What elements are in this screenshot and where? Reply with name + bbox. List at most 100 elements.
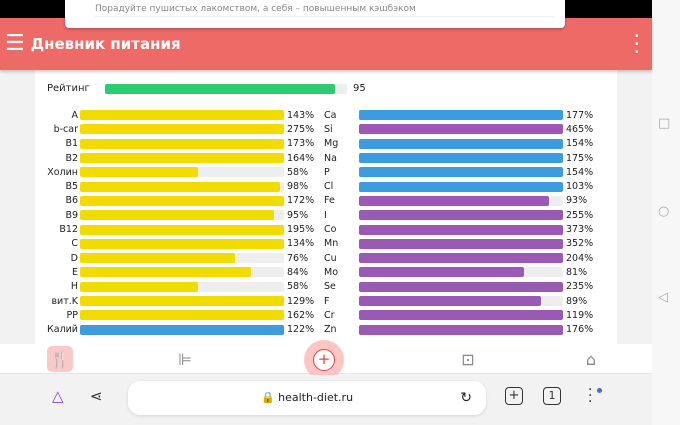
nutrient-percent: 162% — [287, 309, 315, 321]
nutrient-name: Cl — [324, 181, 334, 193]
nutrient-bar — [359, 138, 563, 149]
nutrient-name: Si — [324, 123, 333, 135]
nutrient-percent: 103% — [566, 181, 594, 193]
nutrient-percent: 164% — [287, 152, 315, 164]
nutrient-percent: 176% — [566, 324, 594, 336]
nutrient-name: Fe — [324, 195, 335, 207]
nutrient-name: B12 — [59, 224, 78, 236]
nutrient-row: Cu 204% — [316, 251, 593, 265]
workout-icon[interactable]: ⊫ — [178, 349, 192, 369]
nutrient-row: A 143% — [35, 108, 315, 122]
alice-icon[interactable]: △ — [52, 387, 64, 405]
nutrient-row: Mn 352% — [316, 237, 593, 251]
nutrient-row: B1 173% — [35, 137, 314, 151]
hamburger-icon[interactable]: ☰ — [5, 31, 25, 56]
tabs-count[interactable]: 1 — [543, 387, 561, 405]
nutrient-bar — [80, 310, 284, 321]
nutrient-track — [80, 267, 284, 278]
rating-fill — [105, 83, 335, 94]
nutrient-name: b-car — [53, 123, 78, 135]
system-nav-bar: □ ○ ◁ — [652, 0, 680, 425]
nutrient-name: Калий — [47, 324, 78, 336]
nutrient-track — [80, 195, 284, 206]
home-icon[interactable]: ⌂ — [585, 349, 597, 369]
nutrient-bar — [359, 210, 563, 221]
scale-icon[interactable]: ⊡ — [461, 349, 475, 369]
nutrient-name: Se — [324, 281, 336, 293]
nutrient-track — [359, 138, 563, 149]
nutrient-bar — [80, 138, 284, 149]
nutrient-row: Mg 154% — [316, 137, 593, 151]
nutrient-bar — [359, 238, 563, 249]
nutrient-name: вит.K — [51, 295, 78, 307]
bottom-tab-bar: 🍴 ⊫ + ⊡ ⌂ — [0, 340, 652, 380]
nutrient-percent: 129% — [287, 295, 315, 307]
notification-text: Порадуйте пушистых лакомством, а себя – … — [95, 4, 555, 17]
nutrient-row: Ca 177% — [316, 108, 593, 122]
nutrient-percent: 58% — [287, 166, 309, 178]
nutrient-track — [359, 281, 563, 292]
nutrient-bar — [359, 310, 563, 321]
nutrient-bar — [80, 253, 236, 264]
nutrient-track — [359, 153, 563, 164]
back-icon[interactable]: ◁ — [658, 290, 668, 305]
nutrient-row: b-car 275% — [35, 122, 315, 136]
browser-menu-icon[interactable]: · · · — [588, 382, 593, 410]
diary-icon[interactable]: 🍴 — [47, 346, 73, 372]
more-vert-icon[interactable]: · · · — [633, 24, 640, 64]
nutrient-bar — [80, 238, 284, 249]
nutrient-row: вит.K 129% — [35, 294, 314, 308]
nutrient-track — [80, 110, 284, 121]
nutrient-row: Se 235% — [316, 280, 593, 294]
nutrient-name: Zn — [324, 324, 337, 336]
nutrient-percent: 119% — [566, 309, 594, 321]
nutrient-row: Si 465% — [316, 122, 593, 136]
nutrient-percent: 275% — [287, 123, 315, 135]
nutrient-row: B12 195% — [35, 222, 314, 236]
nutrient-bar — [359, 124, 563, 135]
nutrient-row: D 76% — [35, 251, 314, 265]
recents-icon[interactable]: □ — [658, 116, 671, 131]
nutrient-percent: 255% — [566, 209, 594, 221]
nutrient-name: Mn — [324, 238, 339, 250]
rating-label: Рейтинг — [47, 83, 90, 94]
nutrient-track — [80, 138, 284, 149]
nutrient-bar — [80, 296, 284, 306]
nutrient-name: Co — [324, 224, 337, 236]
nutrient-row: Fe 93% — [316, 194, 593, 208]
nutrient-bar — [80, 195, 284, 206]
nutrient-name: Ca — [324, 109, 337, 121]
nutrient-percent: 177% — [566, 109, 594, 121]
address-bar[interactable]: 🔒 health-diet.ru ↻ — [128, 381, 486, 415]
nutrient-percent: 175% — [566, 152, 594, 164]
reload-icon[interactable]: ↻ — [460, 390, 472, 406]
nutrient-bar — [359, 167, 563, 178]
nutrient-bar — [80, 210, 274, 221]
nutrient-row: Cr 119% — [316, 308, 593, 322]
new-tab-icon[interactable]: + — [505, 387, 523, 405]
nutrient-bar — [80, 110, 284, 121]
nutrient-track — [80, 181, 284, 192]
add-icon[interactable]: + — [304, 340, 344, 380]
nutrient-percent: 81% — [566, 266, 588, 278]
nutrient-track — [359, 238, 563, 249]
nutrient-percent: 352% — [566, 238, 594, 250]
nutrient-name: P — [324, 166, 330, 178]
nutrient-row: B2 164% — [35, 151, 314, 165]
nutrient-name: PP — [66, 309, 78, 321]
notification-popup[interactable]: Порадуйте пушистых лакомством, а себя – … — [65, 0, 565, 28]
nutrient-percent: 373% — [566, 224, 594, 236]
nutrient-track — [359, 310, 563, 321]
nutrient-bar — [80, 153, 284, 164]
home-nav-icon[interactable]: ○ — [658, 204, 670, 219]
nutrient-bar — [359, 267, 525, 278]
nutrient-row: F 89% — [316, 294, 593, 308]
nutrient-row: P 154% — [316, 165, 593, 179]
nutrient-track — [80, 124, 284, 135]
nutrient-track — [80, 210, 284, 221]
share-icon[interactable]: ⋖ — [90, 387, 103, 405]
nutrient-name: B1 — [65, 138, 78, 150]
nutrient-name: Cr — [324, 309, 335, 321]
page-title: Дневник питания — [30, 35, 181, 53]
nutrient-track — [80, 324, 284, 335]
